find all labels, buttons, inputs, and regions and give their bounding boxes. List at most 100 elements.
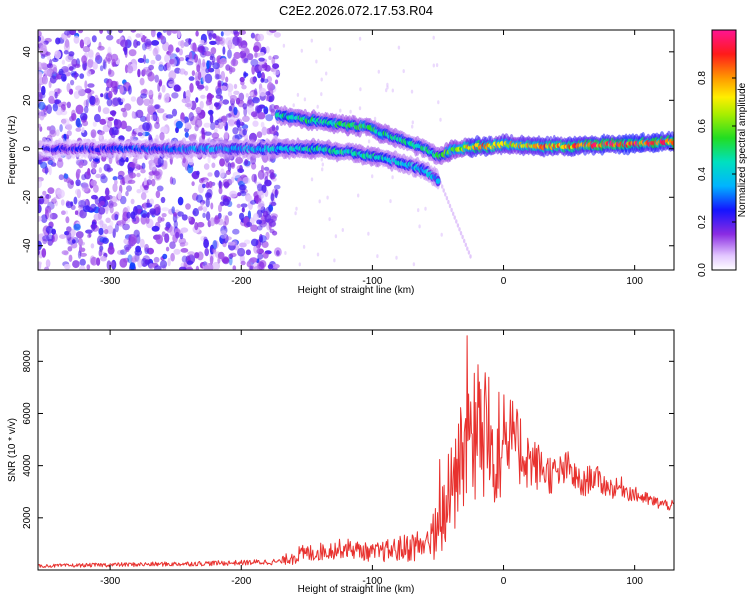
spectrogram-cell: [397, 45, 401, 50]
spectrogram-cell: [236, 38, 242, 47]
spectrogram-cell: [148, 171, 156, 176]
spectrogram-x-tick-label: 0: [501, 276, 507, 287]
spectrogram-cell: [102, 59, 106, 69]
spectrogram-cell: [225, 76, 229, 83]
spectrogram-cell: [63, 173, 69, 179]
spectrogram-cell: [168, 80, 176, 88]
spectrogram-cell: [93, 184, 99, 193]
spectrogram-cell: [71, 58, 78, 67]
spectrogram-cell: [143, 68, 147, 76]
spectrogram-cell: [258, 235, 267, 243]
spectrogram-cell: [205, 211, 211, 221]
spectrogram-cell: [261, 64, 266, 69]
spectrogram-cell: [167, 257, 171, 267]
spectrogram-cell: [310, 38, 313, 43]
spectrogram-cell: [232, 127, 239, 135]
spectrogram-cell: [236, 203, 241, 209]
spectrogram-cell: [150, 59, 156, 65]
spectrogram-cell: [218, 100, 223, 107]
spectrogram-cell: [218, 187, 223, 195]
spectrogram-cell: [106, 30, 113, 35]
spectrogram-cell: [95, 55, 103, 64]
spectrogram-cell: [97, 45, 105, 51]
spectrogram-cell: [227, 91, 233, 98]
spectrogram-cell: [66, 130, 72, 137]
spectrogram-cell: [206, 94, 215, 99]
spectrogram-cell: [252, 213, 259, 222]
spectrogram-cell: [170, 252, 175, 262]
spectrogram-cell: [113, 85, 118, 95]
spectrogram-cell: [224, 130, 229, 141]
spectrogram-cell: [38, 261, 42, 266]
spectrogram-cell: [180, 248, 189, 253]
spectrogram-cell: [169, 58, 175, 65]
spectrogram-cell: [195, 265, 200, 270]
spectrogram-cell: [154, 104, 160, 109]
spectrogram-cell: [55, 72, 59, 81]
spectrogram-cell: [136, 189, 142, 194]
spectrogram-cell: [276, 250, 280, 256]
spectrogram-cell: [242, 103, 248, 110]
spectrogram-cell: [180, 112, 185, 122]
spectrogram-cell: [236, 119, 241, 128]
spectrogram-cell: [254, 105, 261, 114]
spectrogram-cell: [244, 159, 249, 166]
spectrogram-cell: [156, 108, 165, 114]
spectrogram-cell: [38, 41, 47, 50]
spectrogram-cell: [220, 225, 228, 235]
spectrogram-cell: [73, 35, 80, 44]
snr-plot-area: [38, 330, 674, 570]
spectrogram-cell: [105, 53, 112, 62]
spectrogram-cell: [270, 192, 274, 203]
spectrogram-cell: [90, 129, 97, 139]
spectrogram-cell: [265, 91, 271, 96]
spectrogram-cell: [82, 205, 91, 213]
spectrogram-cell: [227, 211, 233, 217]
snr-y-tick-label: 4000: [22, 454, 33, 477]
spectrogram-cell: [114, 223, 119, 233]
spectrogram-cell: [127, 85, 132, 95]
spectrogram-cell: [204, 131, 212, 136]
spectrogram-cell: [261, 165, 264, 173]
spectrogram-cell: [437, 100, 440, 105]
snr-line: [38, 335, 674, 568]
spectrogram-cell: [123, 46, 128, 56]
spectrogram-cell: [469, 254, 472, 259]
spectrogram-cell: [73, 91, 80, 99]
spectrogram-cell: [135, 245, 142, 253]
snr-y-tick-label: 8000: [22, 350, 33, 373]
spectrogram-cell: [95, 52, 101, 61]
spectrogram-cell: [265, 114, 274, 122]
spectrogram-cell: [70, 79, 75, 86]
spectrogram-cell: [233, 30, 239, 35]
spectrogram-cell: [47, 54, 51, 61]
spectrogram-cell: [160, 217, 165, 222]
spectrogram-cell: [282, 43, 286, 48]
spectrogram-cell: [78, 200, 86, 208]
spectrogram-cell: [128, 172, 136, 179]
spectrogram-cell: [168, 70, 177, 81]
spectrogram-cell: [106, 119, 113, 128]
spectrogram-cell: [70, 70, 77, 76]
spectrogram-cell: [164, 160, 168, 170]
spectrogram-cell: [178, 57, 185, 62]
spectrogram-cell: [153, 171, 160, 176]
spectrogram-cell: [328, 217, 331, 222]
spectrogram-cell: [195, 194, 203, 203]
spectrogram-cell: [117, 174, 124, 180]
spectrogram-cell: [74, 210, 79, 215]
spectrogram-cell: [209, 255, 214, 265]
spectrogram-cell: [146, 247, 154, 255]
spectrogram-cell: [250, 91, 254, 97]
spectrogram-cell: [215, 36, 223, 42]
spectrogram-cell: [77, 199, 83, 204]
spectrogram-cell: [161, 231, 166, 238]
spectrogram-cell: [251, 111, 258, 118]
spectrogram-cell: [204, 51, 212, 57]
spectrogram-cell: [59, 234, 67, 240]
spectrogram-cell: [270, 108, 276, 117]
spectrogram-cell: [40, 214, 48, 224]
spectrogram-cell: [339, 108, 342, 113]
spectrogram-cell: [391, 88, 394, 93]
spectrogram-x-tick-label: -200: [231, 276, 251, 287]
